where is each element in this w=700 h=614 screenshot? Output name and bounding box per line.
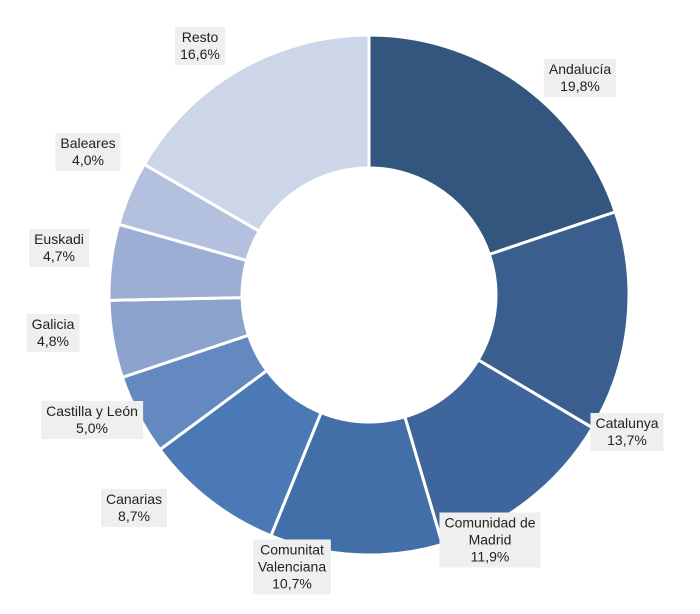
data-label-name: Catalunya bbox=[595, 415, 659, 431]
data-label-value: 16,6% bbox=[180, 46, 220, 62]
data-label-galicia: Galicia 4,8% bbox=[26, 314, 80, 352]
data-label-name: Canarias bbox=[105, 491, 163, 507]
data-label-baleares: Baleares 4,0% bbox=[55, 133, 121, 171]
data-label-name: Baleares bbox=[60, 135, 116, 151]
data-label-value: 4,0% bbox=[72, 152, 104, 168]
data-label-value: 4,7% bbox=[43, 248, 75, 264]
data-label-comunidad-de-madrid: Comunidad de Madrid 11,9% bbox=[439, 512, 541, 568]
data-label-canarias: Canarias 8,7% bbox=[100, 489, 168, 527]
data-label-resto: Resto 16,6% bbox=[175, 27, 225, 65]
data-label-value: 8,7% bbox=[118, 508, 150, 524]
data-label-value: 19,8% bbox=[560, 78, 600, 94]
data-label-name: Euskadi bbox=[34, 231, 84, 247]
data-label-value: 4,8% bbox=[37, 333, 69, 349]
data-label-value: 11,9% bbox=[470, 548, 510, 565]
data-label-catalunya: Catalunya 13,7% bbox=[590, 413, 664, 451]
slice-resto bbox=[142, 33, 371, 234]
data-label-name: Comunidad de Madrid bbox=[444, 514, 536, 548]
data-label-name: Resto bbox=[181, 29, 219, 45]
data-label-comunitat-valenciana: Comunitat Valenciana 10,7% bbox=[252, 539, 332, 595]
data-label-name: Andalucía bbox=[548, 61, 612, 77]
data-label-name: Galicia bbox=[31, 316, 75, 332]
data-label-andalucía: Andalucía 19,8% bbox=[543, 59, 617, 97]
slice-andalucía bbox=[367, 33, 618, 257]
data-label-name: Castilla y León bbox=[46, 403, 138, 419]
data-label-name: Comunitat Valenciana bbox=[257, 541, 327, 575]
data-label-value: 5,0% bbox=[76, 420, 108, 436]
data-label-value: 13,7% bbox=[607, 432, 647, 448]
data-label-euskadi: Euskadi 4,7% bbox=[29, 229, 89, 267]
data-label-value: 10,7% bbox=[272, 575, 312, 592]
data-label-castilla-y-león: Castilla y León 5,0% bbox=[41, 401, 143, 439]
